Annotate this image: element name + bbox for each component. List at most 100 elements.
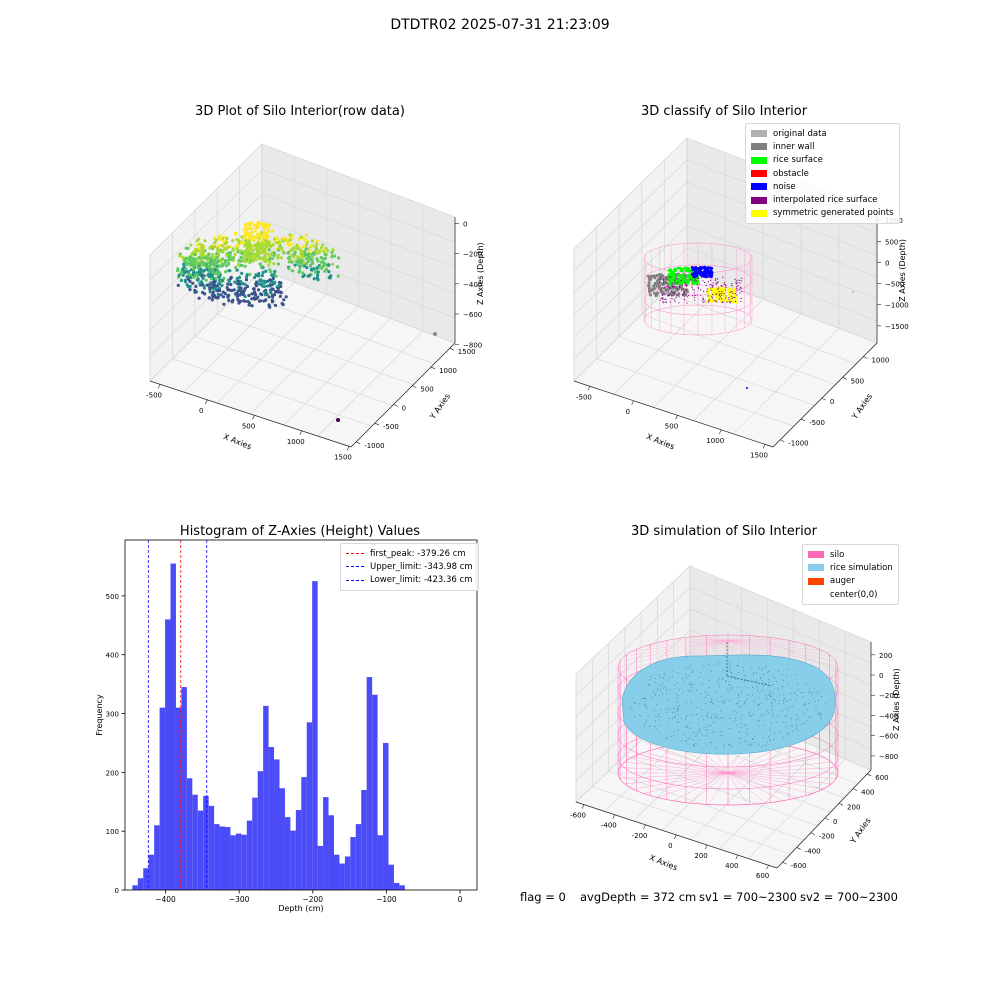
raw-point <box>252 296 256 300</box>
sim-rice-point <box>696 689 698 691</box>
sim-silo-floor-spoke <box>727 772 784 801</box>
sim-rice-point <box>672 676 674 678</box>
cls-x-tick-label: 1500 <box>750 451 768 459</box>
sim-rice-point <box>629 708 631 710</box>
raw-point <box>269 291 273 295</box>
sim-rice-point <box>675 717 676 719</box>
cls-point <box>684 299 686 301</box>
raw-point <box>243 244 247 248</box>
sim-rice-point <box>678 721 680 723</box>
sim-silo-roof-spoke <box>624 639 729 657</box>
sim-rice-point <box>719 686 720 688</box>
cls-point <box>676 283 678 285</box>
cls-point <box>658 280 661 283</box>
raw-z-tick-label: 0 <box>463 220 467 228</box>
raw-point <box>260 256 264 260</box>
raw-point <box>295 243 299 247</box>
sim-rice-point <box>696 707 698 708</box>
sim-x-axis-label: X Axies <box>648 853 679 872</box>
hist-bar <box>148 854 155 890</box>
sim-rice-point <box>705 735 707 737</box>
classify-legend-label: original data <box>773 128 827 139</box>
cls-point <box>659 278 661 281</box>
hist-bar <box>312 581 318 890</box>
raw-point <box>298 260 302 264</box>
sim-silo-floor-spoke <box>727 767 837 774</box>
raw-x-tick <box>346 446 350 451</box>
raw-point <box>239 290 244 295</box>
sim-rice-point <box>701 684 703 686</box>
sim-rice-point <box>758 703 760 705</box>
sim-rice-point <box>720 731 722 733</box>
cls-gridline <box>573 159 688 272</box>
raw-point <box>216 292 220 296</box>
cls-z-tick-label: 500 <box>885 238 898 246</box>
sim-rice-point <box>730 688 732 690</box>
hist-bar <box>377 835 384 890</box>
sim-rice-point <box>725 680 727 682</box>
cls-x-axis <box>573 380 774 448</box>
cls-point <box>715 293 717 295</box>
sim-x-tick <box>612 814 616 819</box>
cls-point <box>731 299 735 302</box>
sim-rice-point <box>779 731 781 733</box>
sim-rice-point <box>728 700 730 702</box>
raw-x-axis-label: X Axies <box>222 432 253 451</box>
raw-point <box>256 288 261 292</box>
cls-point <box>701 277 703 279</box>
raw-point <box>433 332 437 336</box>
sim-rice-point <box>737 687 739 688</box>
sim-gridline <box>748 758 846 859</box>
sim-rice-point <box>710 724 712 726</box>
sim-rice-point <box>740 738 742 740</box>
raw-point <box>268 255 272 259</box>
sim-y-tick-label: -600 <box>791 862 807 870</box>
raw-point <box>260 244 264 248</box>
sim-rice-point <box>773 738 775 740</box>
raw-point <box>266 252 270 256</box>
cls-point <box>681 294 684 296</box>
sim-rice-point <box>775 700 776 702</box>
sim-y-tick-label: 600 <box>875 774 888 782</box>
sim-rice-point <box>765 696 767 698</box>
raw-point <box>327 270 331 274</box>
raw-point <box>290 269 294 273</box>
cls-point <box>663 280 667 283</box>
sim-rice-point <box>748 712 750 714</box>
sim-rice-point <box>650 676 652 678</box>
cls-points <box>646 265 854 389</box>
raw-point <box>216 248 220 252</box>
cls-point <box>677 294 679 296</box>
raw-point <box>323 253 327 257</box>
sim-y-tick <box>867 773 872 777</box>
sim-rice-point <box>677 714 679 716</box>
sim-rice-point <box>706 692 708 694</box>
raw-point <box>321 243 325 247</box>
raw-point <box>277 283 281 287</box>
raw-point <box>275 236 279 240</box>
raw-point <box>282 298 286 302</box>
cls-point <box>671 282 673 285</box>
cls-point <box>696 294 698 296</box>
cls-point <box>703 282 706 284</box>
simulation-3d-plot: -600-400-2000200400600-600-400-200020040… <box>570 565 901 880</box>
raw-point <box>276 262 280 266</box>
sim-rice-point <box>781 674 783 676</box>
sim-rice-point <box>715 747 717 749</box>
raw-point <box>221 257 225 261</box>
raw-point <box>197 246 201 251</box>
hist-bar <box>388 864 394 890</box>
raw-point <box>260 241 264 245</box>
sim-y-tick <box>782 861 787 865</box>
sim-x-tick-label: 600 <box>756 872 769 880</box>
cls-point <box>647 278 651 281</box>
sim-rice-point <box>797 718 799 720</box>
sim-rice-point <box>775 721 777 723</box>
sim-rice-point <box>669 718 671 719</box>
cls-point <box>697 288 700 290</box>
sim-rice-point <box>767 699 769 701</box>
sim-rice-point <box>804 703 806 705</box>
sim-rice-point <box>674 711 676 713</box>
sim-rice-point <box>728 681 730 683</box>
